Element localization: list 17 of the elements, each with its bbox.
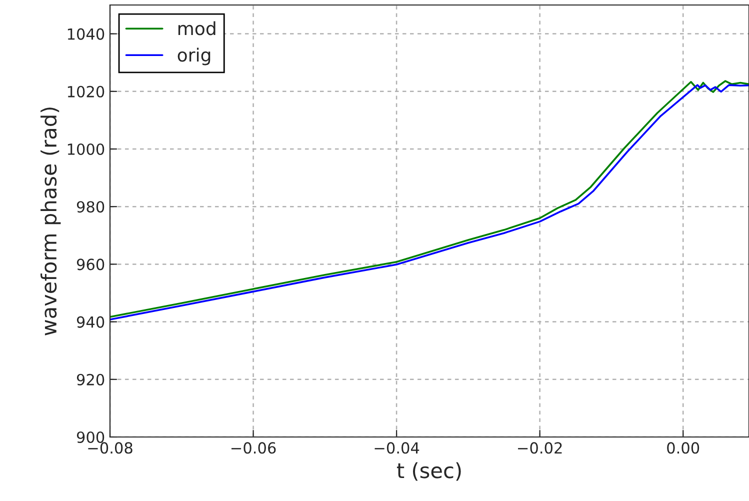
y-tick-label: 960 <box>76 258 104 270</box>
x-tick-label: −0.02 <box>518 442 562 454</box>
x-tick-label: −0.04 <box>374 442 420 454</box>
x-axis-title: t (sec) <box>396 462 461 481</box>
legend-label: orig <box>178 48 210 66</box>
x-tick-label: −0.08 <box>88 442 132 454</box>
y-tick-label: 1000 <box>68 143 104 156</box>
x-tick-label: 0.00 <box>667 442 700 454</box>
y-tick-label: 940 <box>76 316 104 328</box>
y-tick-label: 900 <box>76 431 104 444</box>
y-tick-label: 980 <box>76 201 104 213</box>
x-tick-label: −0.06 <box>231 442 276 454</box>
y-axis-title: waveform phase (rad) <box>40 108 61 336</box>
legend-label: mod <box>178 21 216 36</box>
y-tick-label: 1040 <box>68 28 104 40</box>
y-tick-label: 920 <box>76 374 104 386</box>
y-tick-label: 1020 <box>68 86 104 98</box>
